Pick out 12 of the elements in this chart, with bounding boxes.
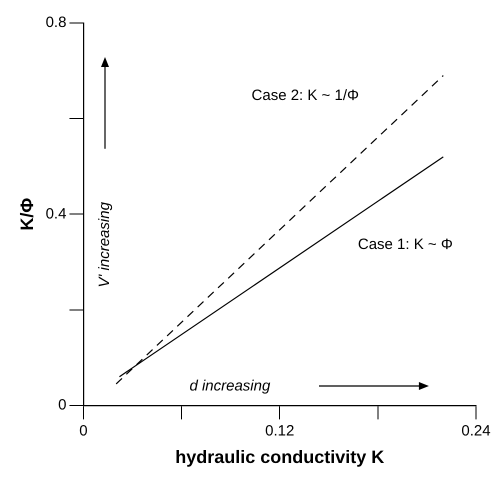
y-tick-label: 0.8 [46, 14, 66, 32]
x-tick-label: 0.24 [461, 422, 491, 440]
y-tick-label: 0 [58, 396, 66, 414]
x-tick-label: 0 [79, 422, 88, 440]
y-tick-label: 0.4 [46, 205, 66, 222]
annotation: Case 2: K ~ 1/Φ [252, 86, 359, 104]
annotation: Case 1: K ~ Φ [358, 236, 453, 253]
annotation: d increasing [189, 377, 271, 394]
x-tick-label: 0.12 [265, 422, 294, 440]
annotation: V' increasing [96, 201, 114, 288]
y-axis-title: K/Φ [16, 198, 37, 231]
x-axis-title: hydraulic conductivity K [175, 447, 384, 468]
